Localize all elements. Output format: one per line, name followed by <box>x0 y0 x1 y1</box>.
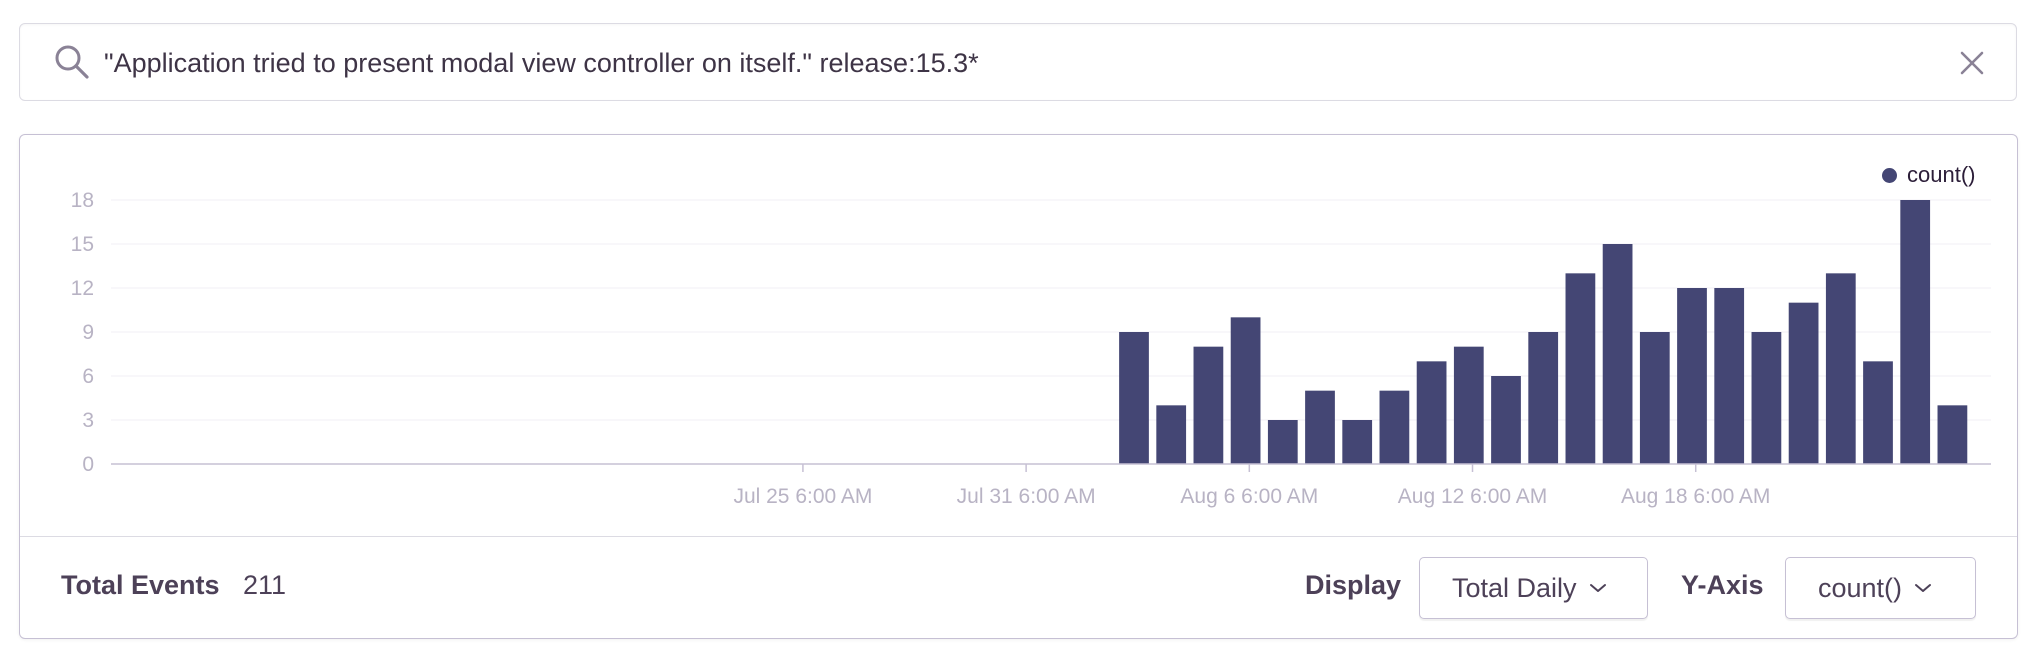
bar[interactable] <box>1491 376 1521 464</box>
bar[interactable] <box>1267 420 1298 464</box>
display-label: Display <box>1305 570 1402 600</box>
bar[interactable] <box>1677 288 1707 464</box>
bar[interactable] <box>1305 390 1335 464</box>
legend-dot-icon <box>1882 167 1897 183</box>
y-tick-label: 12 <box>71 277 94 300</box>
y-tick-label: 15 <box>71 233 94 256</box>
bar[interactable] <box>1863 361 1893 464</box>
display-dropdown[interactable]: Total Daily <box>1419 557 1648 619</box>
chart-legend[interactable]: count() <box>1882 162 1975 188</box>
bar[interactable] <box>1342 420 1373 464</box>
y-tick-label: 9 <box>82 321 94 344</box>
bar[interactable] <box>1714 288 1745 464</box>
x-tick-label: Jul 31 6:00 AM <box>957 485 1096 508</box>
x-tick-label: Aug 12 6:00 AM <box>1398 485 1547 508</box>
total-events-label: Total Events <box>61 570 220 600</box>
chart-footer: Total Events 211 Display Total Daily Y-A… <box>20 536 2017 638</box>
y-tick-label: 3 <box>82 409 94 432</box>
bar[interactable] <box>1528 332 1559 464</box>
bar[interactable] <box>1565 273 1596 464</box>
bar[interactable] <box>1900 200 1931 464</box>
x-tick-label: Aug 18 6:00 AM <box>1621 485 1770 508</box>
bar[interactable] <box>1156 405 1187 464</box>
search-bar[interactable]: "Application tried to present modal view… <box>19 23 2017 101</box>
y-tick-label: 6 <box>82 365 94 388</box>
chevron-down-icon <box>1589 584 1606 592</box>
bar[interactable] <box>1193 346 1224 464</box>
search-icon <box>55 45 89 79</box>
bar[interactable] <box>1119 332 1149 464</box>
legend-label: count() <box>1907 162 1976 187</box>
bar[interactable] <box>1230 317 1261 464</box>
bar[interactable] <box>1416 361 1447 464</box>
chart-area: 0 3 6 9 12 15 18 Jul 25 6:00 AM Jul 31 6:00 AM Au… <box>20 135 2017 536</box>
display-dropdown-value: Total Daily <box>1452 572 1577 603</box>
x-tick-label: Jul 25 6:00 AM <box>733 485 872 508</box>
close-icon[interactable] <box>1958 49 1986 77</box>
y-tick-label: 0 <box>82 453 94 476</box>
bar[interactable] <box>1379 390 1410 464</box>
events-chart-panel: 0 3 6 9 12 15 18 Jul 25 6:00 AM Jul 31 6:00 AM Au… <box>19 134 2018 639</box>
yaxis-dropdown-value: count() <box>1818 572 1903 603</box>
bar[interactable] <box>1639 332 1670 464</box>
y-tick-label: 18 <box>71 189 94 212</box>
bar[interactable] <box>1453 346 1484 464</box>
bar[interactable] <box>1937 405 1968 464</box>
x-tick-label: Aug 6 6:00 AM <box>1180 485 1318 508</box>
chevron-down-icon <box>1915 584 1932 592</box>
yaxis-dropdown[interactable]: count() <box>1785 557 1976 619</box>
bar[interactable] <box>1825 273 1856 464</box>
search-input[interactable]: "Application tried to present modal view… <box>104 48 979 78</box>
total-events-value: 211 <box>243 570 287 600</box>
bar[interactable] <box>1751 332 1782 464</box>
events-bar-chart: 0 3 6 9 12 15 18 Jul 25 6:00 AM Jul 31 6:00 AM Au… <box>71 189 1991 508</box>
yaxis-label: Y-Axis <box>1681 570 1764 600</box>
bar[interactable] <box>1788 302 1819 464</box>
bar[interactable] <box>1602 244 1633 464</box>
